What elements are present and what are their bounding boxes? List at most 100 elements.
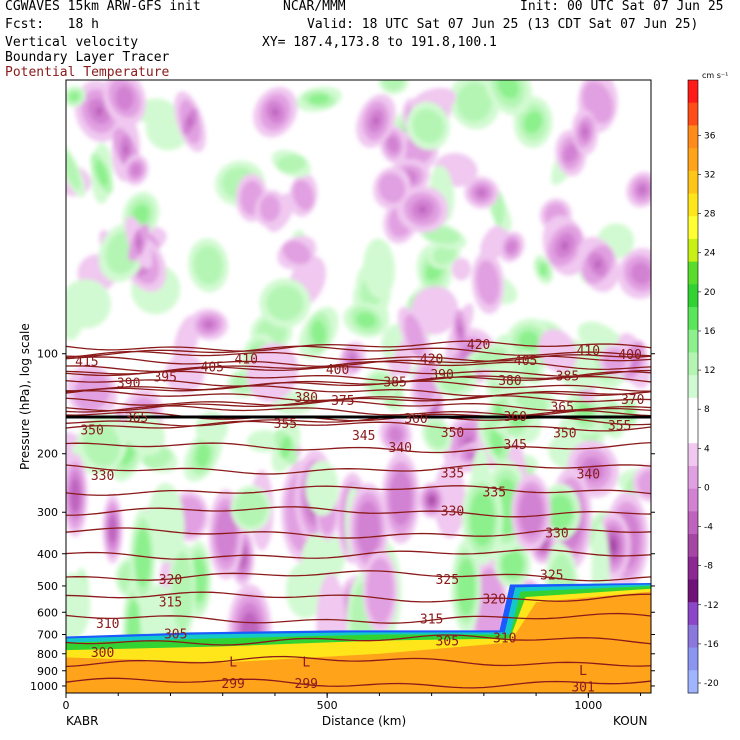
theta-label: 410	[577, 344, 600, 359]
tracer-surface	[66, 691, 651, 693]
theta-label: 405	[201, 360, 224, 375]
updraft-blob	[539, 262, 548, 277]
theta-contour	[66, 395, 651, 406]
colorbar-swatch	[688, 465, 698, 490]
y-tick-label: 500	[37, 580, 58, 593]
updraft-blob	[305, 460, 339, 516]
colorbar-tick-label: -8	[704, 562, 713, 572]
colorbar-swatch	[688, 80, 698, 104]
updraft-blob	[69, 92, 80, 102]
theta-label: 330	[545, 527, 568, 542]
downdraft-blob	[561, 240, 569, 251]
updraft-blob	[363, 238, 396, 299]
y-axis-label: Pressure (hPa), log scale	[18, 323, 32, 470]
colorbar-swatch	[688, 420, 698, 444]
colorbar-swatch	[688, 397, 698, 422]
colorbar-swatch	[688, 284, 698, 308]
theta-contour	[66, 612, 651, 624]
updraft-blob	[382, 80, 405, 91]
theta-contour	[66, 405, 651, 417]
field-label-potential-temperature: Potential Temperature	[5, 65, 170, 80]
theta-label: 355	[274, 417, 297, 432]
downdraft-blob	[594, 259, 602, 269]
colorbar-swatch	[688, 556, 698, 580]
colorbar-tick-label: 8	[704, 405, 710, 415]
theta-contour	[66, 385, 651, 397]
colorbar-swatch	[688, 352, 698, 376]
y-tick-label: 700	[37, 628, 58, 641]
downdraft-blob	[292, 179, 314, 211]
updraft-blob	[547, 495, 573, 530]
downdraft-blob	[130, 163, 142, 177]
x-end-label-left: KABR	[66, 714, 98, 728]
updraft-blob	[135, 528, 151, 587]
theta-label: 390	[430, 368, 453, 383]
plot-frame	[65, 79, 652, 694]
theta-label: 320	[483, 593, 506, 608]
theta-contour	[66, 340, 651, 352]
theta-label: 345	[352, 429, 375, 444]
downdraft-blob	[386, 135, 400, 153]
theta-label: 330	[441, 504, 464, 519]
header-center-1: NCAR/MMM	[283, 0, 346, 14]
downdraft-blob	[205, 321, 212, 327]
downdraft-blob	[476, 260, 500, 306]
updraft-blob	[412, 108, 445, 144]
updraft-blob	[501, 550, 524, 579]
colorbar-swatch	[688, 534, 698, 558]
theta-label: 320	[159, 573, 182, 588]
colorbar-tick-label: 12	[704, 366, 715, 376]
theta-label: 420	[420, 352, 443, 367]
updraft-blob	[66, 279, 111, 329]
downdraft-blob	[458, 325, 463, 335]
theta-label: 410	[234, 352, 257, 367]
theta-label: 305	[164, 627, 187, 642]
theta-label: 305	[436, 635, 459, 650]
theta-label: 340	[577, 468, 600, 483]
downdraft-blob	[389, 470, 413, 526]
updraft-blob	[124, 409, 165, 456]
updraft-blob	[456, 81, 493, 122]
colorbar-tick-label: -20	[704, 679, 719, 689]
updraft-blob	[171, 551, 193, 631]
theta-label: 360	[503, 410, 526, 425]
downdraft-blob	[271, 108, 279, 117]
theta-label: 315	[420, 612, 443, 627]
field-label-vertical-velocity: Vertical velocity	[5, 35, 139, 50]
cross-section-endpoints: XY= 187.4,173.8 to 191.8,100.1	[262, 35, 497, 50]
tracer-band	[66, 591, 651, 693]
theta-label: 380	[498, 374, 521, 389]
theta-label: 400	[326, 363, 349, 378]
downdraft-blob	[468, 453, 474, 458]
x-tick-label: 500	[317, 699, 338, 712]
downdraft-blob	[282, 240, 311, 265]
low-marker: L	[579, 664, 587, 679]
axes: 100 200 300 400 500 600 700 800 900 1000 0 500 1000	[30, 348, 655, 712]
updraft-blob	[95, 160, 108, 187]
colorbar-swatch	[688, 125, 698, 149]
theta-label: 350	[553, 427, 576, 442]
theta-label: 310	[493, 632, 516, 647]
updraft-blob	[132, 204, 149, 225]
y-tick-label: 1000	[30, 680, 58, 693]
theta-label: 340	[389, 441, 412, 456]
theta-contour	[66, 634, 651, 646]
updraft-blob	[195, 442, 211, 468]
downdraft-blob	[639, 186, 645, 193]
theta-label: 330	[91, 469, 114, 484]
theta-label: 385	[383, 375, 406, 390]
low-marker: L	[229, 656, 237, 671]
downdraft-blob	[433, 461, 466, 538]
theta-contour	[66, 366, 651, 377]
downdraft-blob	[356, 501, 381, 556]
theta-label: 390	[117, 377, 140, 392]
colorbar-tick-label: -16	[704, 640, 719, 650]
theta-label: 355	[608, 419, 631, 434]
downdraft-blob	[415, 364, 439, 404]
colorbar-swatch	[688, 647, 698, 671]
updraft-blob	[311, 320, 326, 346]
theta-label: 325	[436, 573, 459, 588]
theta-contour	[66, 463, 651, 475]
